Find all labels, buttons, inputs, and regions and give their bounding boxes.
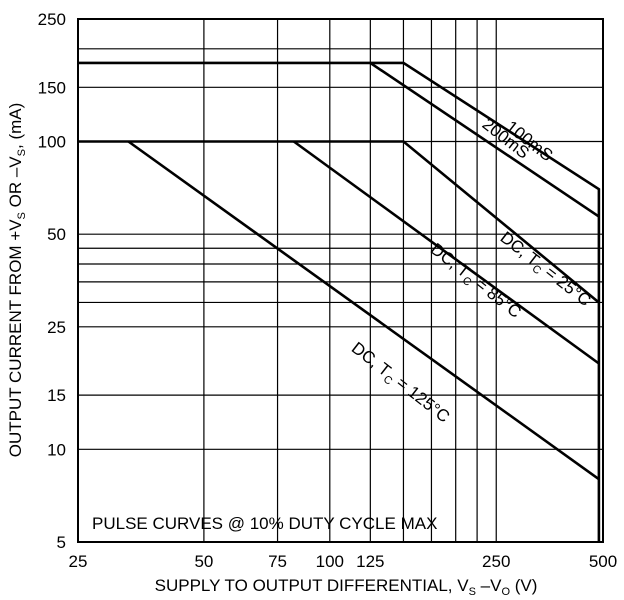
series-line-3 bbox=[293, 140, 600, 365]
y-tick-label: 100 bbox=[38, 132, 66, 151]
series-line-1 bbox=[369, 61, 600, 218]
annotation-a125: DC, TC = 125°C bbox=[346, 338, 453, 429]
x-tick-label: 100 bbox=[316, 552, 344, 571]
y-tick-label: 25 bbox=[47, 318, 66, 337]
plot-border bbox=[77, 18, 604, 543]
x-axis-label: SUPPLY TO OUTPUT DIFFERENTIAL, VS –VO (V… bbox=[155, 576, 538, 598]
y-tick-label: 10 bbox=[47, 440, 66, 459]
y-tick-label: 250 bbox=[38, 10, 66, 29]
grid bbox=[77, 18, 604, 543]
x-tick-label: 125 bbox=[356, 552, 384, 571]
x-tick-label: 50 bbox=[194, 552, 213, 571]
y-tick-labels: 5 10 15 25 50 100 150 250 bbox=[38, 10, 66, 552]
y-tick-label: 5 bbox=[57, 533, 66, 552]
series-line-4 bbox=[127, 140, 600, 481]
y-tick-label: 50 bbox=[47, 225, 66, 244]
series-line-2 bbox=[78, 140, 600, 304]
x-tick-labels: 25 50 75 100 125 250 500 bbox=[69, 552, 618, 571]
series-group bbox=[78, 61, 601, 542]
x-tick-label: 250 bbox=[482, 552, 510, 571]
x-tick-label: 500 bbox=[589, 552, 617, 571]
plot-frame bbox=[77, 18, 604, 543]
series-line-0 bbox=[78, 61, 601, 542]
duty-cycle-note: PULSE CURVES @ 10% DUTY CYCLE MAX bbox=[92, 514, 437, 533]
x-tick-label: 75 bbox=[268, 552, 287, 571]
y-tick-label: 15 bbox=[47, 386, 66, 405]
y-tick-label: 150 bbox=[38, 78, 66, 97]
y-axis-label: OUTPUT CURRENT FROM +VS OR –VS, (mA) bbox=[6, 103, 28, 458]
x-tick-label: 25 bbox=[69, 552, 88, 571]
